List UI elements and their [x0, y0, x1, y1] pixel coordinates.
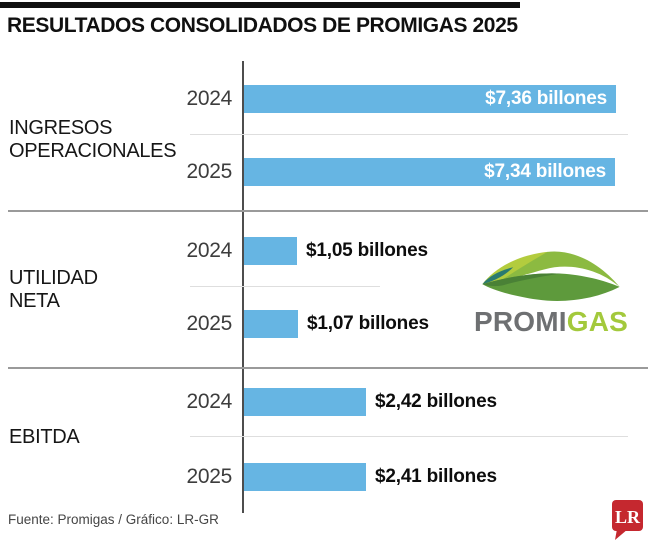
promigas-wordmark-gray: PROMI	[473, 306, 567, 337]
year-label: 2024	[186, 390, 232, 413]
promigas-logo: PROMIGAS	[466, 246, 636, 338]
row-divider-line	[190, 134, 628, 135]
chart-axis-line	[242, 61, 244, 513]
category-label: INGRESOS OPERACIONALES	[9, 117, 177, 163]
category-label: EBITDA	[9, 426, 80, 449]
category-label-line: EBITDA	[9, 426, 80, 448]
category-label-line: NETA	[9, 290, 60, 312]
value-bar: $7,34 billones	[244, 158, 615, 186]
year-label: 2024	[186, 239, 232, 262]
group-divider-line	[8, 210, 648, 212]
value-bar	[244, 310, 298, 338]
value-label: $7,34 billones	[484, 161, 606, 182]
category-label-line: INGRESOS	[9, 117, 113, 139]
value-bar	[244, 388, 366, 416]
lr-logo: LR	[609, 499, 645, 542]
value-label: $1,07 billones	[307, 313, 429, 334]
category-label-line: OPERACIONALES	[9, 140, 177, 162]
value-label: $2,42 billones	[375, 391, 497, 412]
category-label-line: UTILIDAD	[9, 267, 98, 289]
promigas-wordmark-green: GAS	[566, 306, 629, 337]
promigas-wordmark: PROMIGAS	[466, 306, 636, 338]
lr-logo-text: LR	[615, 507, 641, 527]
value-bar	[244, 463, 366, 491]
value-label: $1,05 billones	[306, 240, 428, 261]
value-label: $2,41 billones	[375, 466, 497, 487]
category-label: UTILIDAD NETA	[9, 267, 98, 313]
value-label: $7,36 billones	[485, 88, 607, 109]
value-bar	[244, 237, 297, 265]
source-credit: Fuente: Promigas / Gráfico: LR-GR	[8, 512, 219, 527]
page-title: RESULTADOS CONSOLIDADOS DE PROMIGAS 2025	[7, 14, 518, 37]
row-divider-line	[190, 436, 628, 437]
group-divider-line	[8, 367, 648, 369]
promigas-leaf-icon	[482, 251, 620, 301]
year-label: 2025	[186, 465, 232, 488]
year-label: 2024	[186, 87, 232, 110]
row-divider-line	[190, 286, 380, 287]
year-label: 2025	[186, 160, 232, 183]
top-accent-bar	[0, 2, 520, 8]
lr-logo-icon: LR	[612, 500, 643, 540]
year-label: 2025	[186, 312, 232, 335]
value-bar: $7,36 billones	[244, 85, 616, 113]
